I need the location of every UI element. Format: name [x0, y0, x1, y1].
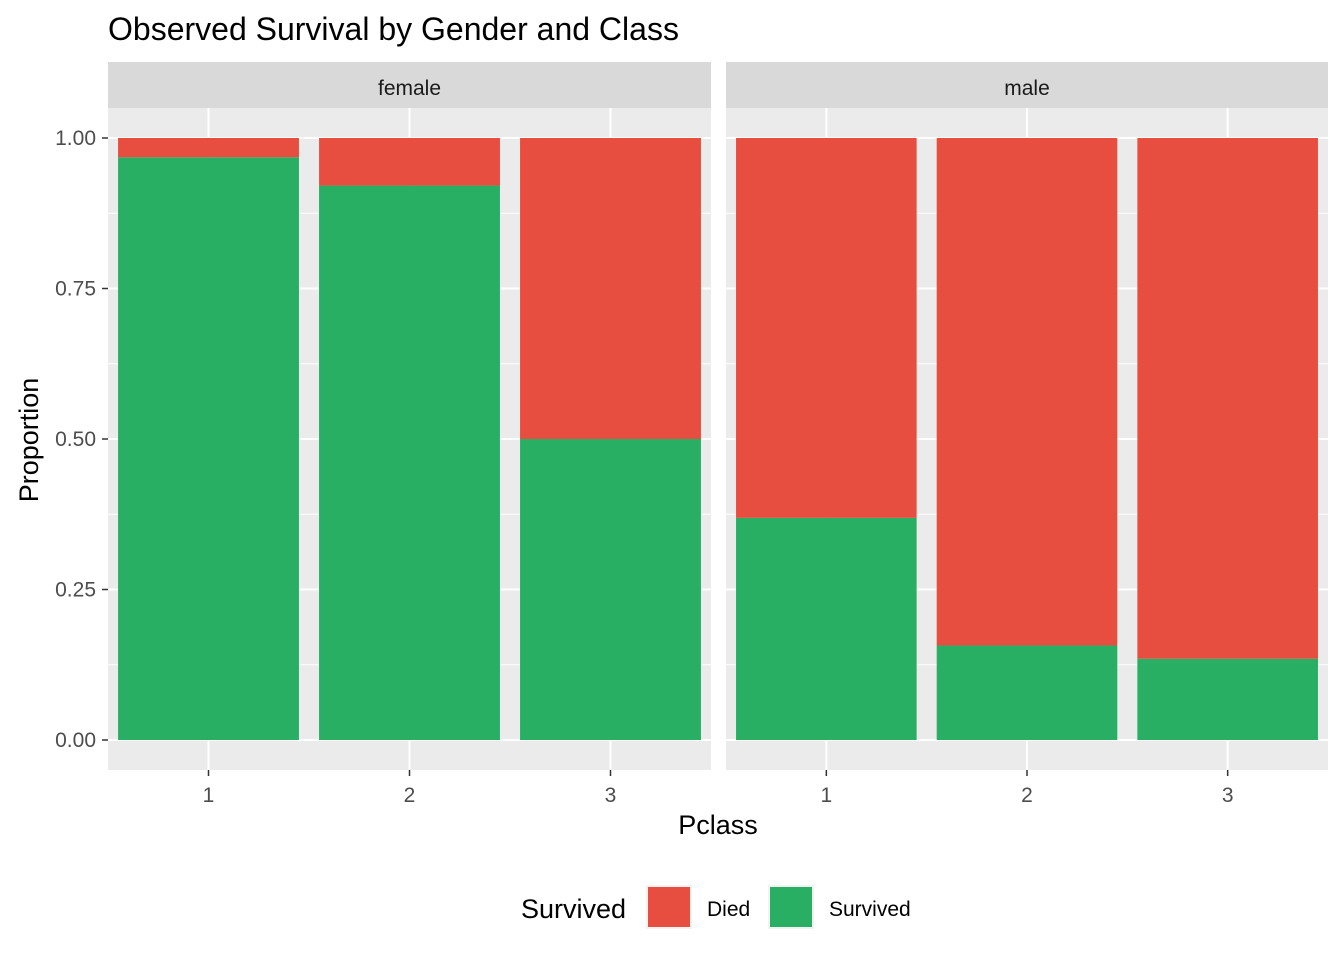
x-tick-label: 1	[820, 784, 832, 807]
y-tick-label: 0.75	[55, 278, 96, 301]
bar-female-2-died	[319, 138, 500, 186]
bar-male-1-survived	[736, 517, 917, 740]
facet-strip-label: female	[378, 77, 441, 100]
x-axis-title: Pclass	[678, 810, 758, 840]
y-tick-label: 0.00	[55, 729, 96, 752]
panels-layer: female 1 2 3 male 1 2 3 0.00 0.25 0.50 0.75 1.00	[55, 62, 1328, 807]
legend: Survived Died Survived	[521, 885, 911, 929]
bar-female-1-died	[118, 138, 299, 158]
legend-key-died	[646, 885, 692, 929]
x-tick-label: 2	[1021, 784, 1033, 807]
x-tick-label: 1	[203, 784, 215, 807]
legend-label-died: Died	[707, 898, 750, 921]
legend-label-survived: Survived	[829, 898, 911, 921]
bar-female-1-survived	[118, 157, 299, 740]
y-tick-label: 0.50	[55, 428, 96, 451]
legend-key-survived	[768, 885, 814, 929]
y-tick-label: 1.00	[55, 127, 96, 150]
x-tick-label: 3	[605, 784, 617, 807]
facet-panel-female: female 1 2 3	[108, 62, 711, 807]
x-tick-label: 2	[404, 784, 416, 807]
facet-panel-male: male 1 2 3	[726, 62, 1328, 807]
bar-female-3-died	[520, 138, 701, 439]
bar-female-3-survived	[520, 439, 701, 740]
chart-title: Observed Survival by Gender and Class	[108, 11, 679, 47]
bar-male-3-died	[1137, 138, 1318, 659]
bar-male-2-survived	[936, 645, 1118, 740]
facet-strip-label: male	[1004, 77, 1050, 100]
bar-male-1-died	[736, 138, 917, 518]
legend-entries: Died Survived	[646, 885, 911, 929]
y-axis: 0.00 0.25 0.50 0.75 1.00	[55, 127, 108, 752]
y-axis-title: Proportion	[14, 378, 44, 503]
facet-strip	[108, 62, 711, 108]
legend-title: Survived	[521, 894, 626, 924]
bar-female-2-survived	[319, 185, 500, 741]
bar-male-3-survived	[1137, 658, 1318, 740]
y-tick-label: 0.25	[55, 579, 96, 602]
x-tick-label: 3	[1222, 784, 1234, 807]
bar-male-2-died	[936, 138, 1118, 646]
facet-strip	[726, 62, 1328, 108]
